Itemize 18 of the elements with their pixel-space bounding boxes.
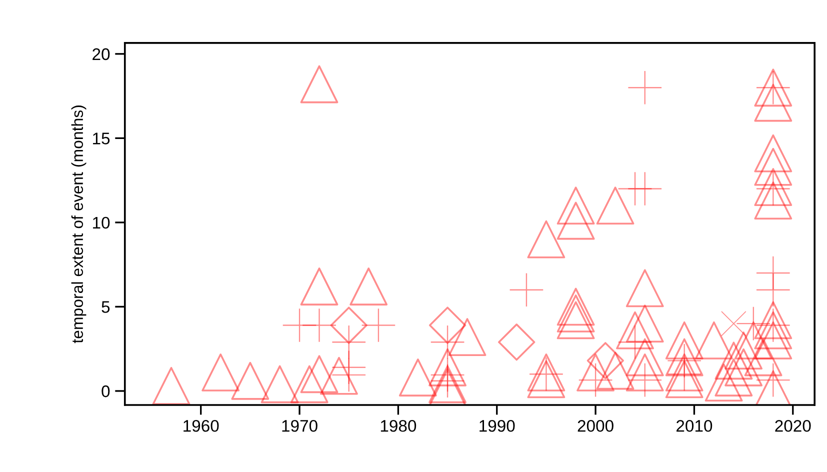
x-tick-label: 1960 bbox=[184, 420, 219, 432]
x-tick-label: 2010 bbox=[676, 420, 712, 432]
point bbox=[721, 311, 746, 336]
y-tick-label: 15 bbox=[93, 132, 110, 144]
x-tick-label: 2020 bbox=[775, 420, 811, 432]
y-tick-label: 5 bbox=[102, 301, 110, 313]
point bbox=[362, 308, 396, 342]
x-tick-label: 1970 bbox=[282, 420, 318, 432]
x-tick-label: 2000 bbox=[578, 420, 614, 432]
x-tick-label: 1980 bbox=[380, 420, 416, 432]
x-tick-label: 1990 bbox=[480, 420, 515, 432]
y-axis-title: temporal extent of event (months) bbox=[71, 106, 86, 344]
point bbox=[628, 172, 662, 206]
point bbox=[756, 308, 790, 342]
y-tick-label: 20 bbox=[92, 48, 110, 60]
y-tick-label: 10 bbox=[93, 216, 110, 229]
point bbox=[302, 308, 336, 342]
y-tick-label: 0 bbox=[102, 385, 110, 398]
